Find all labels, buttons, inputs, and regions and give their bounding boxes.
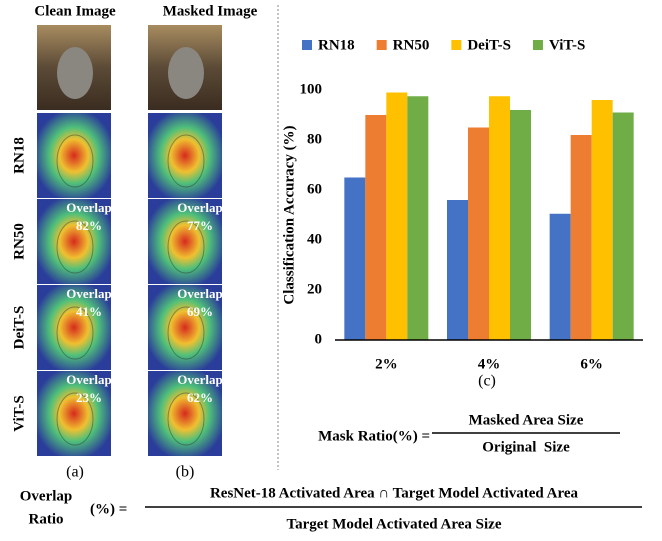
caption: (c) (478, 373, 496, 390)
bar (510, 110, 531, 340)
overlap-label: Overlap (66, 286, 112, 301)
legend-swatch (376, 40, 387, 50)
bar (407, 96, 429, 340)
heatmap (148, 199, 222, 284)
row-label: RN50 (11, 223, 27, 260)
heatmap (37, 199, 111, 284)
heatmap (148, 371, 222, 456)
bird-shape (167, 220, 205, 274)
y-tick-label: 80 (307, 131, 322, 147)
bar (489, 96, 510, 340)
overlap-value: 41% (76, 304, 102, 319)
y-tick-label: 0 (315, 331, 323, 347)
formula-numerator: ResNet-18 Activated Area ∩ Target Model … (210, 485, 579, 501)
legend-swatch (451, 40, 462, 50)
column-title: Masked Image (163, 3, 258, 19)
bird-shape (168, 47, 204, 99)
formula-lhs: Overlap (20, 488, 73, 504)
bar (344, 177, 366, 340)
formula-denominator: Target Model Activated Area Size (287, 516, 502, 532)
overlap-value: 69% (187, 304, 213, 319)
y-tick-label: 60 (307, 181, 322, 197)
bar (468, 127, 489, 340)
bird-shape (57, 47, 93, 99)
legend-swatch (532, 40, 543, 50)
overlap-value: 82% (76, 218, 102, 233)
y-tick-label: 40 (307, 231, 322, 247)
overlap-value: 62% (187, 390, 213, 405)
formula-numerator: Masked Area Size (469, 412, 584, 428)
bird-shape (167, 392, 205, 446)
bird-shape (56, 134, 94, 188)
bar (365, 115, 387, 340)
overlap-value: 77% (187, 218, 213, 233)
overlap-label: Overlap (177, 372, 223, 387)
legend-label: DeiT-S (467, 37, 511, 53)
column-title: Clean Image (34, 3, 116, 19)
bird-shape (56, 306, 94, 360)
heatmap (37, 113, 111, 198)
bird-shape (167, 134, 205, 188)
x-tick-label: 6% (580, 356, 603, 372)
formula-lhs: Ratio (29, 511, 64, 527)
caption: (b) (176, 464, 195, 481)
legend-swatch (302, 40, 312, 50)
y-tick-label: 20 (307, 281, 322, 297)
bar (447, 200, 468, 340)
formula-lhs: Mask Ratio(%) = (318, 428, 430, 444)
y-axis-label: Classification Accuracy (%) (281, 125, 297, 304)
formula-lhs: (%) = (90, 501, 127, 517)
y-tick-label: 100 (300, 81, 323, 97)
bird-shape (56, 392, 94, 446)
bar (591, 100, 613, 340)
row-label: RN18 (11, 137, 27, 174)
heatmap (37, 285, 111, 370)
overlap-label: Overlap (66, 372, 112, 387)
heatmap (148, 113, 222, 198)
legend-label: ViT-S (549, 37, 585, 53)
legend-label: RN18 (318, 37, 355, 53)
x-tick-label: 4% (478, 356, 501, 372)
formula-denominator: Original Size (482, 439, 570, 455)
heatmap (37, 371, 111, 456)
bar (549, 213, 571, 340)
overlap-label: Overlap (177, 200, 223, 215)
caption: (a) (66, 464, 84, 481)
row-label: ViT-S (11, 395, 27, 431)
overlap-label: Overlap (177, 286, 223, 301)
bird-shape (56, 220, 94, 274)
bar (570, 135, 592, 340)
overlap-value: 23% (76, 390, 102, 405)
overlap-label: Overlap (66, 200, 112, 215)
row-label: DeiT-S (11, 306, 27, 350)
bird-shape (167, 306, 205, 360)
legend-label: RN50 (393, 37, 430, 53)
heatmap (148, 285, 222, 370)
x-tick-label: 2% (375, 356, 398, 372)
bar (386, 92, 408, 340)
bar (612, 112, 634, 340)
